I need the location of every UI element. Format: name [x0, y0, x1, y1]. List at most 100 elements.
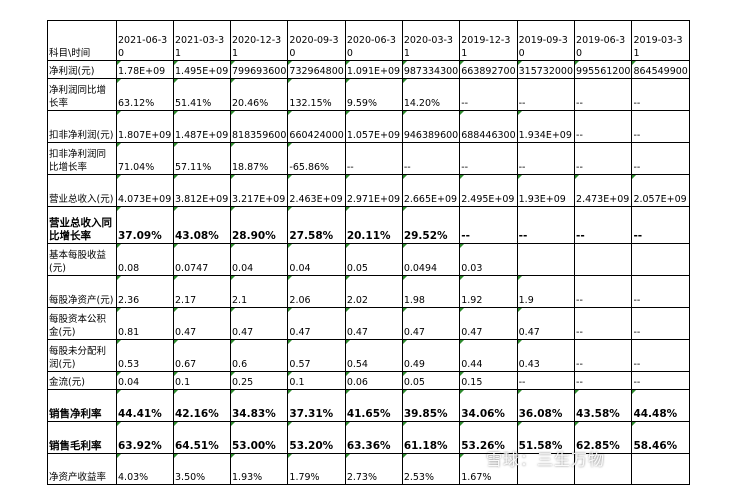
table-cell: -- — [574, 110, 633, 143]
table-cell: 0.1 — [173, 371, 231, 390]
table-cell: 0.47 — [516, 307, 576, 340]
table-cell: 53.20% — [287, 421, 346, 454]
table-row: 每股资本公积金(元) 0.81 0.47 0.47 0.47 0.47 0.47 0.47 0.… — [47, 307, 690, 340]
table-cell: 63.92% — [116, 421, 174, 454]
table-cell: 1.487E+09 — [173, 110, 231, 143]
row-label: 净资产收益率 — [47, 453, 117, 485]
table-cell: 0.57 — [287, 339, 346, 372]
table-cell: 688446300 — [459, 110, 518, 143]
table-cell: 0.47 — [401, 307, 461, 340]
row-label: 每股净资产(元) — [47, 275, 117, 308]
table-cell: 0.53 — [116, 339, 174, 372]
table-row: 金流(元) 0.04 0.1 0.25 0.1 0.06 0.05 0.15 -- -- -- — [47, 371, 690, 390]
row-label: 销售净利率 — [47, 389, 117, 422]
watermark-text: 雪球：三生万物 — [486, 450, 606, 469]
table-cell: 2.53% — [401, 453, 461, 485]
table-cell: 2.1 — [229, 275, 289, 308]
table-cell: 0.1 — [287, 371, 346, 390]
row-label: 金流(元) — [47, 371, 117, 390]
table-cell: 37.09% — [116, 206, 174, 244]
table-cell: 0.47 — [173, 307, 231, 340]
table-cell: 58.46% — [631, 421, 690, 454]
table-cell: 43.58% — [574, 389, 633, 422]
table-cell: 2.057E+09 — [631, 174, 690, 207]
table-cell: 0.0747 — [173, 243, 231, 276]
corner-header: 科目\时间 — [47, 20, 117, 61]
table-cell: 2.36 — [116, 275, 174, 308]
row-label: 扣非净利润(元) — [47, 110, 117, 143]
table-cell: 51.58% — [516, 421, 576, 454]
table-cell: 0.04 — [229, 243, 289, 276]
table-cell: 43.08% — [173, 206, 231, 244]
table-row: 营业总收入(元) 4.073E+09 3.812E+09 3.217E+09 2.463… — [47, 174, 690, 207]
table-cell: -- — [459, 78, 518, 111]
table-cell: 0.43 — [516, 339, 576, 372]
row-label: 扣非净利润同比增长率 — [47, 142, 117, 175]
table-cell: 2.971E+09 — [344, 174, 403, 207]
table-cell: -- — [516, 78, 576, 111]
table-cell: -- — [631, 371, 690, 390]
table-cell: 946389600 — [401, 110, 461, 143]
column-header: 2019-12-31 — [459, 20, 518, 61]
row-label: 销售毛利率 — [47, 421, 117, 454]
table-cell: 1.807E+09 — [116, 110, 174, 143]
header-row: 科目\时间 2021-06-30 2021-03-31 2020-12-31 2020-… — [47, 20, 690, 61]
table-row: 基本每股收益(元) 0.08 0.0747 0.04 0.04 0.05 0.0494 0.0… — [47, 243, 690, 276]
table-cell: 0.25 — [229, 371, 289, 390]
table-cell: 27.58% — [287, 206, 346, 244]
table-cell: 2.02 — [344, 275, 403, 308]
table-cell: 3.50% — [173, 453, 231, 485]
table-cell: 2.17 — [173, 275, 231, 308]
table-cell: -- — [574, 142, 633, 175]
table-cell: 18.87% — [229, 142, 289, 175]
table-cell: 0.47 — [344, 307, 403, 340]
table-cell: 0.04 — [287, 243, 346, 276]
table-cell: -- — [631, 206, 690, 244]
table-cell: 1.495E+09 — [173, 60, 231, 79]
table-cell — [516, 243, 576, 276]
table-cell: 62.85% — [574, 421, 633, 454]
table-cell: -- — [574, 307, 633, 340]
column-header: 2020-06-30 — [344, 20, 403, 61]
table-cell: 1.79% — [287, 453, 346, 485]
table-cell: 28.90% — [229, 206, 289, 244]
table-cell: 315732000 — [516, 60, 576, 79]
table-cell: 51.41% — [173, 78, 231, 111]
table-cell: 37.31% — [287, 389, 346, 422]
table-cell: -- — [459, 206, 518, 244]
table-cell: 732964800 — [287, 60, 346, 79]
table-cell: 2.473E+09 — [574, 174, 633, 207]
table-cell: -- — [401, 142, 461, 175]
column-header: 2020-09-30 — [287, 20, 346, 61]
table-cell: 53.00% — [229, 421, 289, 454]
table-cell: 20.46% — [229, 78, 289, 111]
table-cell: 0.6 — [229, 339, 289, 372]
table-cell: -- — [574, 339, 633, 372]
table-cell: 63.12% — [116, 78, 174, 111]
table-cell: 4.073E+09 — [116, 174, 174, 207]
table-cell: -- — [516, 206, 576, 244]
table-cell — [631, 453, 690, 485]
column-header: 2019-09-30 — [516, 20, 576, 61]
table-cell: 3.812E+09 — [173, 174, 231, 207]
table-cell: -- — [631, 110, 690, 143]
table-cell: 1.98 — [401, 275, 461, 308]
table-cell: 1.091E+09 — [344, 60, 403, 79]
row-label: 净利润(元) — [47, 60, 117, 79]
table-cell — [631, 243, 690, 276]
table-cell: 63.36% — [344, 421, 403, 454]
table-cell: 34.83% — [229, 389, 289, 422]
table-cell: -- — [631, 339, 690, 372]
table-cell: 34.06% — [459, 389, 518, 422]
row-label: 每股未分配利润(元) — [47, 339, 117, 372]
row-label: 营业总收入同比增长率 — [47, 206, 117, 244]
table-cell: 1.92 — [459, 275, 518, 308]
table-cell: 0.04 — [116, 371, 174, 390]
table-cell: 57.11% — [173, 142, 231, 175]
table-cell: 41.65% — [344, 389, 403, 422]
table-cell: 0.08 — [116, 243, 174, 276]
table-cell: 2.463E+09 — [287, 174, 346, 207]
column-header: 2019-03-31 — [631, 20, 690, 61]
table-cell: 2.495E+09 — [459, 174, 518, 207]
table-cell: -- — [459, 142, 518, 175]
